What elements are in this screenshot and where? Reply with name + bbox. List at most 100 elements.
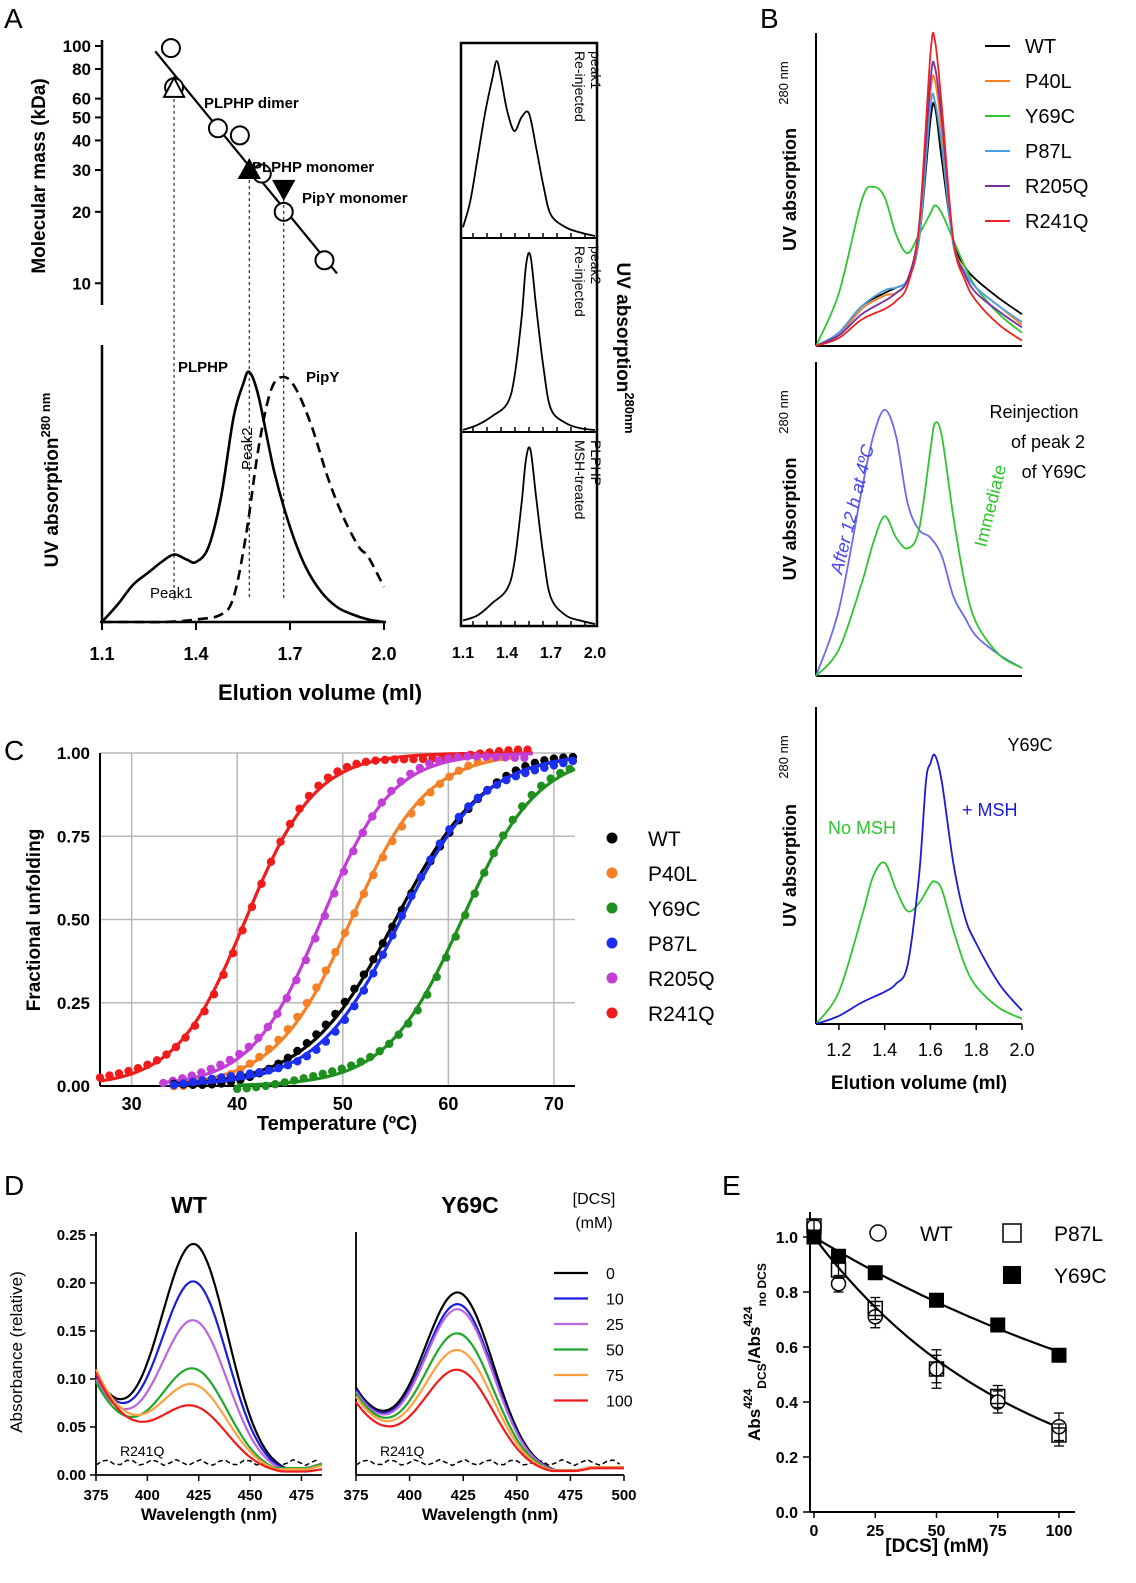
e-legend-label: WT [920,1223,953,1246]
c-data-point [445,772,454,781]
e-ylabel-abs2: /Abs [745,1327,764,1364]
c-data-point [482,752,491,761]
d-x-tick-label: 450 [504,1487,529,1504]
c-data-point [518,802,527,811]
c-legend-marker [606,902,618,914]
c-data-point [285,819,295,829]
c-data-point [247,902,257,912]
c-data-point [350,984,359,993]
e-legend-marker [1002,1223,1022,1243]
c-data-point [292,975,301,985]
b-series-line [815,421,1023,677]
b-annotation: of peak 2 [1011,432,1085,452]
c-data-point [330,889,339,898]
calib-y-tick-label: 60 [72,90,91,109]
e-ylabel-sup1: 424 [741,1388,755,1408]
c-data-point [331,947,340,957]
c-data-point [369,969,378,978]
c-data-point [435,839,445,848]
c-data-point [390,755,399,764]
c-data-point [228,949,238,958]
b-annotation-msh: + MSH [962,800,1018,820]
d-x-tick-label: 500 [611,1487,636,1504]
c-data-point [520,753,529,763]
c-data-point [342,762,352,772]
c-data-point [359,970,369,979]
c-data-point [339,867,349,876]
stack-ylabel-text: UV absorption [612,262,633,392]
c-data-point [394,1030,403,1039]
c-fit-curve [173,756,576,1087]
c-data-point [301,955,311,965]
d-baseline-label: R241Q [380,1443,424,1459]
d-spectrum-line [95,1368,323,1471]
c-data-point [312,1045,321,1054]
c-data-point [453,752,463,762]
c-data-point [236,1070,245,1080]
stack-x-tick-label: 1.4 [496,645,518,662]
c-data-point [350,909,359,918]
c-data-point [331,1009,340,1019]
calib-y-tick-label: 30 [72,161,91,180]
c-data-point [217,1073,226,1082]
panel-a-stack-ylabel: UV absorption280nm [612,262,637,433]
chrom-x-tick-label: 1.1 [89,644,114,664]
c-data-point [266,857,276,867]
c-data-point [523,745,532,754]
c-data-point [283,1061,293,1070]
c-data-point [124,1066,133,1076]
panel-d-legend-title: [DCS] [573,1191,616,1208]
e-data-point [928,1361,945,1377]
c-data-point [510,753,520,762]
d-baseline-r241q [355,1458,621,1467]
c-data-point [209,990,219,999]
c-data-point [521,768,530,778]
c-data-point [312,983,321,992]
c-data-point [302,1039,312,1048]
c-data-point [280,1078,289,1087]
c-x-tick-label: 40 [227,1094,247,1114]
c-data-point [527,790,536,800]
c-data-point [283,1025,293,1034]
c-data-point [442,953,451,962]
d-x-tick-label: 375 [83,1487,108,1504]
c-data-point [290,1076,299,1085]
c-data-point [321,1037,331,1046]
c-data-point [407,891,416,901]
c-data-point [302,1052,312,1061]
c-data-point [320,911,330,921]
b-legend-label: R205Q [1025,176,1088,198]
stack-label-line1: MSH-treated [572,440,588,519]
c-data-point [387,786,396,796]
c-data-point [371,756,380,765]
c-data-point [299,1074,308,1083]
e-x-tick-label: 0 [810,1523,819,1540]
e-legend-marker [1003,1266,1021,1284]
d-y-tick-label: 0.25 [57,1227,86,1244]
b-x-tick-label: 1.4 [872,1040,897,1060]
stack-trace [462,446,596,625]
c-data-point [513,745,523,754]
annotation-peak2: Peak2 [239,427,256,470]
c-legend-label: Y69C [648,898,701,921]
stack-ylabel-superscript: 280nm [622,392,637,433]
c-data-point [331,1027,340,1036]
c-data-point [489,849,498,858]
b-ylabel-superscript: 280 nm [776,390,791,433]
c-data-point [413,1006,422,1015]
c-data-point [368,812,377,821]
c-data-point [114,1069,124,1078]
d-legend-label: 25 [606,1317,624,1334]
e-data-point [867,1300,883,1317]
e-y-tick-label: 1.0 [776,1230,798,1247]
c-y-tick-label: 1.00 [57,744,90,763]
c-data-point [105,1071,114,1080]
panel-c-xlabel: Temperature (ºC) [257,1113,417,1135]
c-data-point [233,1084,242,1094]
c-data-point [200,1007,209,1016]
c-data-point [480,868,489,878]
panel-a-calib-ylabel: Molecular mass (kDa) [29,78,50,273]
b-legend-label: P40L [1025,71,1072,93]
c-data-point [295,804,304,813]
